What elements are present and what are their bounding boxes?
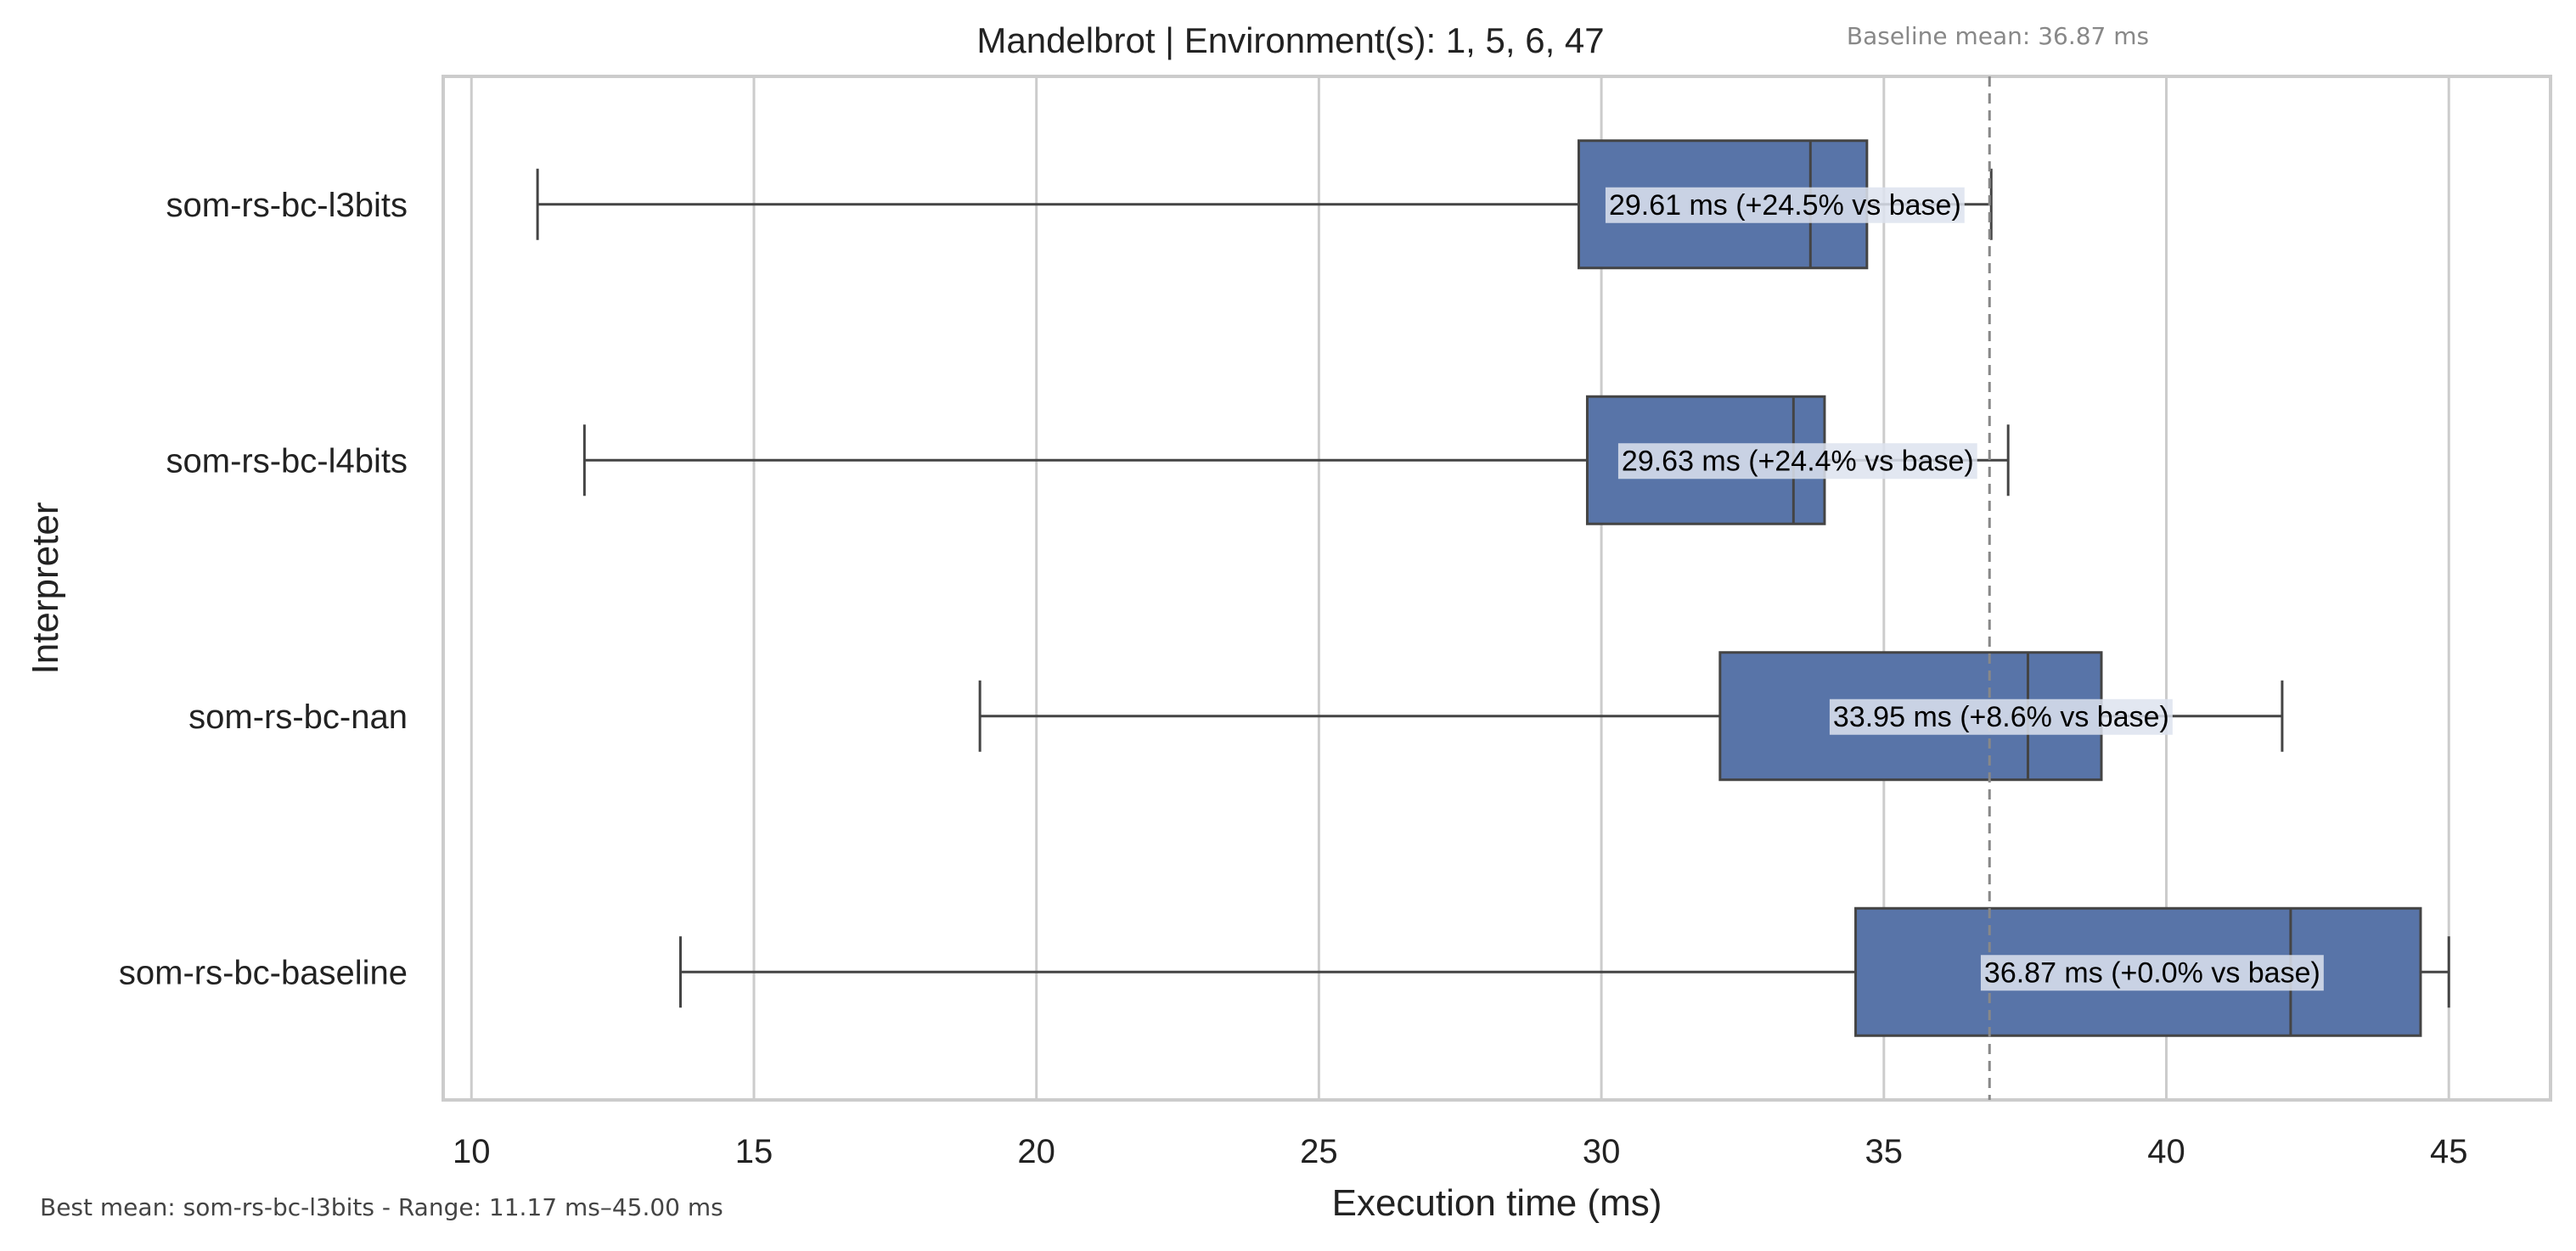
annotation-background xyxy=(1980,955,2324,991)
mean-annotation: 36.87 ms (+0.0% vs base) xyxy=(1984,956,2320,989)
y-axis-label: Interpreter xyxy=(25,502,66,675)
annotation-background xyxy=(1605,187,1965,223)
x-tick-label: 15 xyxy=(735,1133,773,1170)
y-tick-label: som-rs-bc-nan xyxy=(188,698,408,736)
y-tick-label: som-rs-bc-l3bits xyxy=(166,187,408,224)
x-tick-label: 25 xyxy=(1300,1133,1338,1170)
footer-note: Best mean: som-rs-bc-l3bits - Range: 11.… xyxy=(40,1193,723,1221)
mean-annotation: 29.63 ms (+24.4% vs base) xyxy=(1622,445,1974,477)
baseline-label: Baseline mean: 36.87 ms xyxy=(1847,22,2149,50)
annotation-background xyxy=(1829,698,2173,735)
mean-annotation: 33.95 ms (+8.6% vs base) xyxy=(1833,701,2169,733)
x-axis-label: Execution time (ms) xyxy=(1332,1182,1662,1224)
annotation-layer: 29.61 ms (+24.5% vs base) 29.63 ms (+24.4… xyxy=(1605,187,2324,991)
box-series xyxy=(536,139,2450,1037)
x-tick-label: 20 xyxy=(1017,1133,1055,1170)
plot-frame xyxy=(442,75,2552,1102)
x-tick-label: 40 xyxy=(2147,1133,2185,1170)
x-tick-label: 35 xyxy=(1865,1133,1904,1170)
x-tick-label: 30 xyxy=(1583,1133,1621,1170)
axis-ticks: 10 15 20 25 30 35 40 45 som-rs-bc-l3bits som-rs-b… xyxy=(119,187,2468,1170)
x-tick-label: 45 xyxy=(2430,1133,2468,1170)
y-tick-label: som-rs-bc-l4bits xyxy=(166,442,408,480)
y-tick-label: som-rs-bc-baseline xyxy=(119,954,408,991)
mean-annotation: 29.61 ms (+24.5% vs base) xyxy=(1609,189,1961,222)
x-tick-label: 10 xyxy=(453,1133,491,1170)
annotation-background xyxy=(1617,443,1977,480)
chart-title: Mandelbrot | Environment(s): 1, 5, 6, 47 xyxy=(976,20,1604,60)
